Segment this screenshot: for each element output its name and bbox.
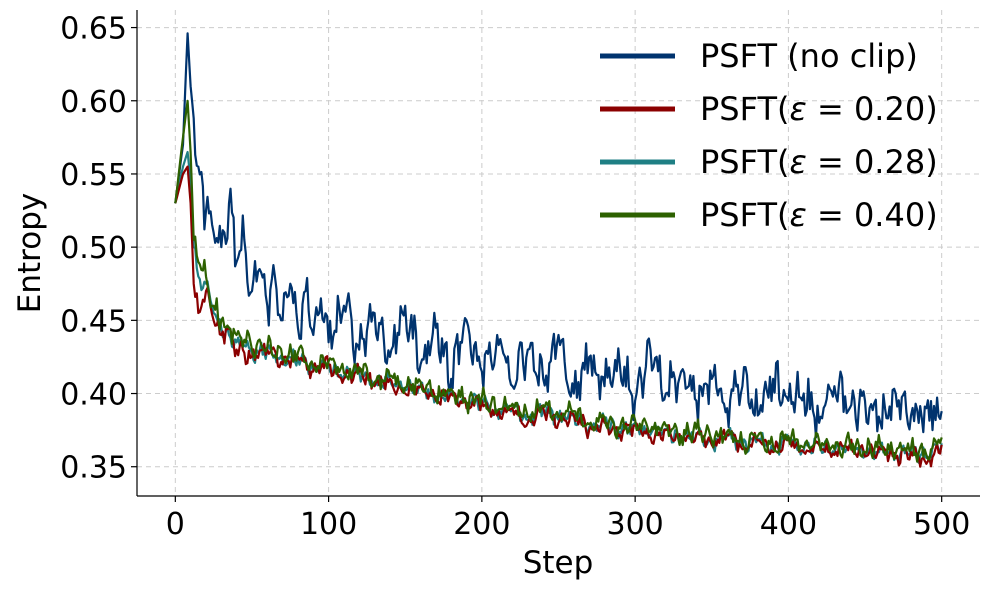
legend-label-2: PSFT(ε = 0.28) bbox=[700, 143, 938, 181]
grid bbox=[137, 10, 980, 496]
axes bbox=[136, 10, 980, 497]
x-axis-label: Step bbox=[523, 545, 594, 581]
y-ticks: 0.35 0.40 0.45 0.50 0.55 0.60 0.65 bbox=[60, 12, 137, 486]
y-tick-label: 0.55 bbox=[60, 158, 127, 193]
x-tick-label: 100 bbox=[300, 507, 357, 542]
x-tick-label: 0 bbox=[166, 507, 185, 542]
x-tick-label: 200 bbox=[453, 507, 510, 542]
x-tick-label: 500 bbox=[913, 507, 970, 542]
series-line-0 bbox=[174, 32, 943, 439]
series-layer bbox=[174, 32, 943, 468]
x-tick-label: 400 bbox=[760, 507, 817, 542]
legend-label-1: PSFT(ε = 0.20) bbox=[700, 90, 938, 128]
x-ticks: 0 100 200 300 400 500 bbox=[166, 496, 970, 542]
y-tick-label: 0.65 bbox=[60, 12, 127, 47]
series-line-3 bbox=[174, 99, 943, 463]
x-tick-label: 300 bbox=[607, 507, 664, 542]
y-tick-label: 0.40 bbox=[60, 378, 127, 413]
y-tick-label: 0.35 bbox=[60, 451, 127, 486]
y-axis-label: Entropy bbox=[12, 193, 48, 313]
y-tick-label: 0.50 bbox=[60, 231, 127, 266]
y-tick-label: 0.60 bbox=[60, 85, 127, 120]
y-tick-label: 0.45 bbox=[60, 304, 127, 339]
legend-label-0: PSFT (no clip) bbox=[700, 37, 918, 75]
legend: PSFT (no clip) PSFT(ε = 0.20) PSFT(ε = 0.2… bbox=[600, 37, 938, 234]
legend-label-3: PSFT(ε = 0.40) bbox=[700, 196, 938, 234]
